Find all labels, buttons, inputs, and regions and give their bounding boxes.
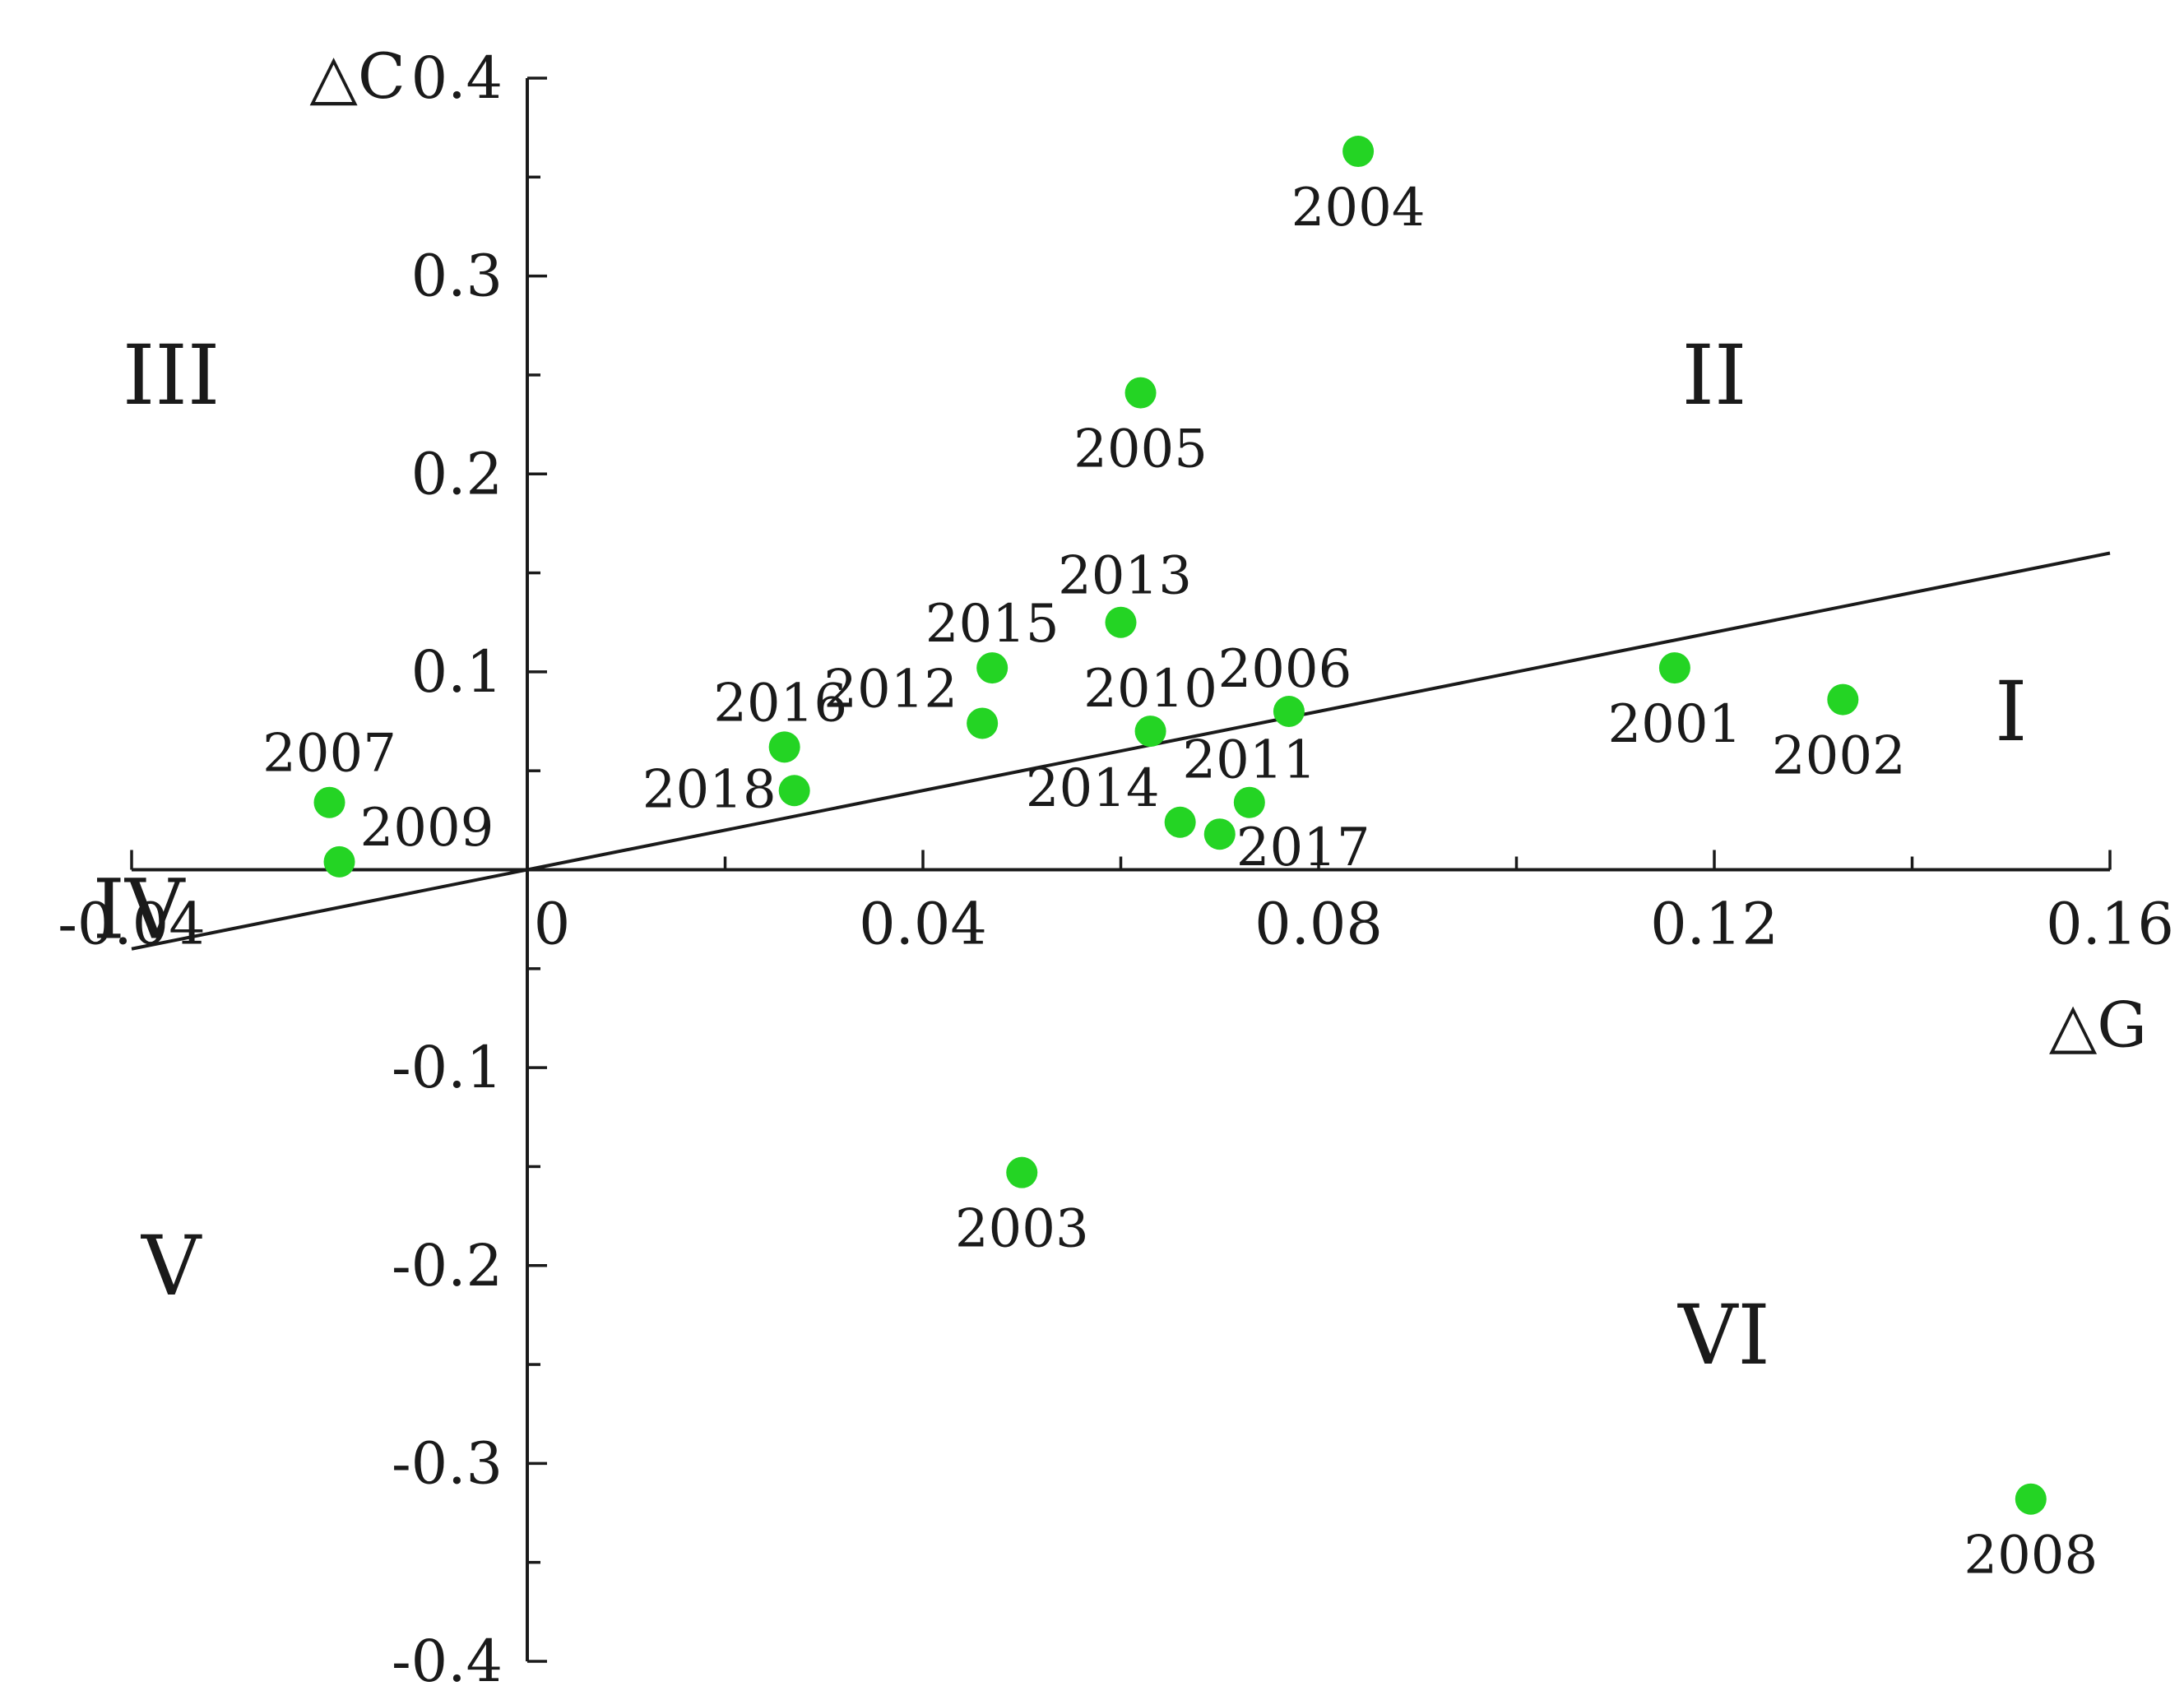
y-axis-title: △C — [309, 39, 406, 113]
labels-layer: 2001 2002 2003 2004 2005 2006 2007 2008 2009 2010… — [93, 178, 2098, 1586]
data-point-2002 — [1827, 683, 1859, 716]
data-point-2017 — [1203, 818, 1236, 850]
point-label-2009: 2009 — [360, 798, 494, 859]
point-label-2015: 2015 — [925, 594, 1060, 655]
point-label-2010: 2010 — [1083, 659, 1217, 720]
x-tick-label: 0.12 — [1650, 891, 1778, 958]
data-point-2008 — [2015, 1483, 2047, 1515]
region-label-iii: III — [123, 327, 220, 424]
data-point-2011 — [1233, 786, 1265, 818]
data-point-2005 — [1124, 377, 1157, 409]
y-tick-label: -0.2 — [392, 1232, 503, 1299]
x-tick-label: 0.04 — [859, 891, 987, 958]
x-axis-title: △G — [2049, 989, 2147, 1062]
region-label-vi: VI — [1677, 1287, 1770, 1383]
point-label-2018: 2018 — [642, 759, 777, 820]
point-label-2007: 2007 — [262, 724, 396, 785]
y-tick-label: -0.3 — [392, 1429, 503, 1497]
region-label-iv: IV — [93, 862, 187, 958]
data-point-2012 — [967, 707, 999, 739]
data-point-2009 — [323, 845, 355, 878]
x-tick-label: 0 — [534, 891, 571, 958]
data-point-2013 — [1105, 606, 1137, 638]
data-point-2006 — [1273, 696, 1305, 727]
data-point-2007 — [313, 786, 345, 818]
point-label-2012: 2012 — [823, 659, 958, 720]
reference-line — [131, 551, 2111, 951]
x-tick-label: -0.04 — [58, 891, 206, 958]
data-point-2018 — [778, 775, 810, 807]
y-tick-label: 0.1 — [411, 638, 503, 706]
data-point-2001 — [1658, 652, 1690, 684]
point-label-2008: 2008 — [1964, 1526, 2098, 1586]
x-tick-label: 0.16 — [2046, 891, 2174, 958]
point-label-2013: 2013 — [1058, 546, 1192, 607]
region-label-v: V — [141, 1218, 202, 1314]
data-point-2003 — [1006, 1156, 1038, 1188]
y-tick-label: -0.4 — [392, 1628, 503, 1686]
point-label-2002: 2002 — [1772, 726, 1906, 787]
data-point-2014 — [1164, 806, 1196, 838]
y-tick-label: -0.1 — [392, 1034, 503, 1101]
data-point-2004 — [1342, 136, 1375, 168]
point-label-2014: 2014 — [1026, 758, 1160, 819]
point-label-2001: 2001 — [1607, 694, 1741, 755]
point-label-2017: 2017 — [1236, 818, 1370, 878]
point-label-2005: 2005 — [1073, 419, 1208, 480]
point-label-2003: 2003 — [955, 1199, 1089, 1260]
region-label-i: I — [1995, 664, 2028, 760]
point-label-2011: 2011 — [1182, 730, 1316, 791]
region-label-ii: II — [1681, 327, 1746, 424]
reference-line-layer — [131, 551, 2111, 951]
data-point-2010 — [1134, 716, 1166, 748]
point-label-2006: 2006 — [1217, 639, 1352, 700]
y-tick-label: 0.4 — [411, 44, 503, 112]
x-tick-label: 0.08 — [1254, 891, 1383, 958]
y-tick-label: 0.3 — [411, 243, 503, 310]
y-tick-label: 0.2 — [411, 440, 503, 507]
point-label-2004: 2004 — [1291, 178, 1426, 239]
data-point-2015 — [976, 652, 1009, 684]
points-layer — [313, 136, 2047, 1515]
axes-layer: -0.04 0 0.04 0.08 0.12 0.16 -0.4 -0.3 -0.2 -0.1 0.… — [58, 39, 2174, 1686]
data-point-2016 — [768, 731, 800, 763]
point-label-2016: 2016 — [713, 673, 847, 734]
